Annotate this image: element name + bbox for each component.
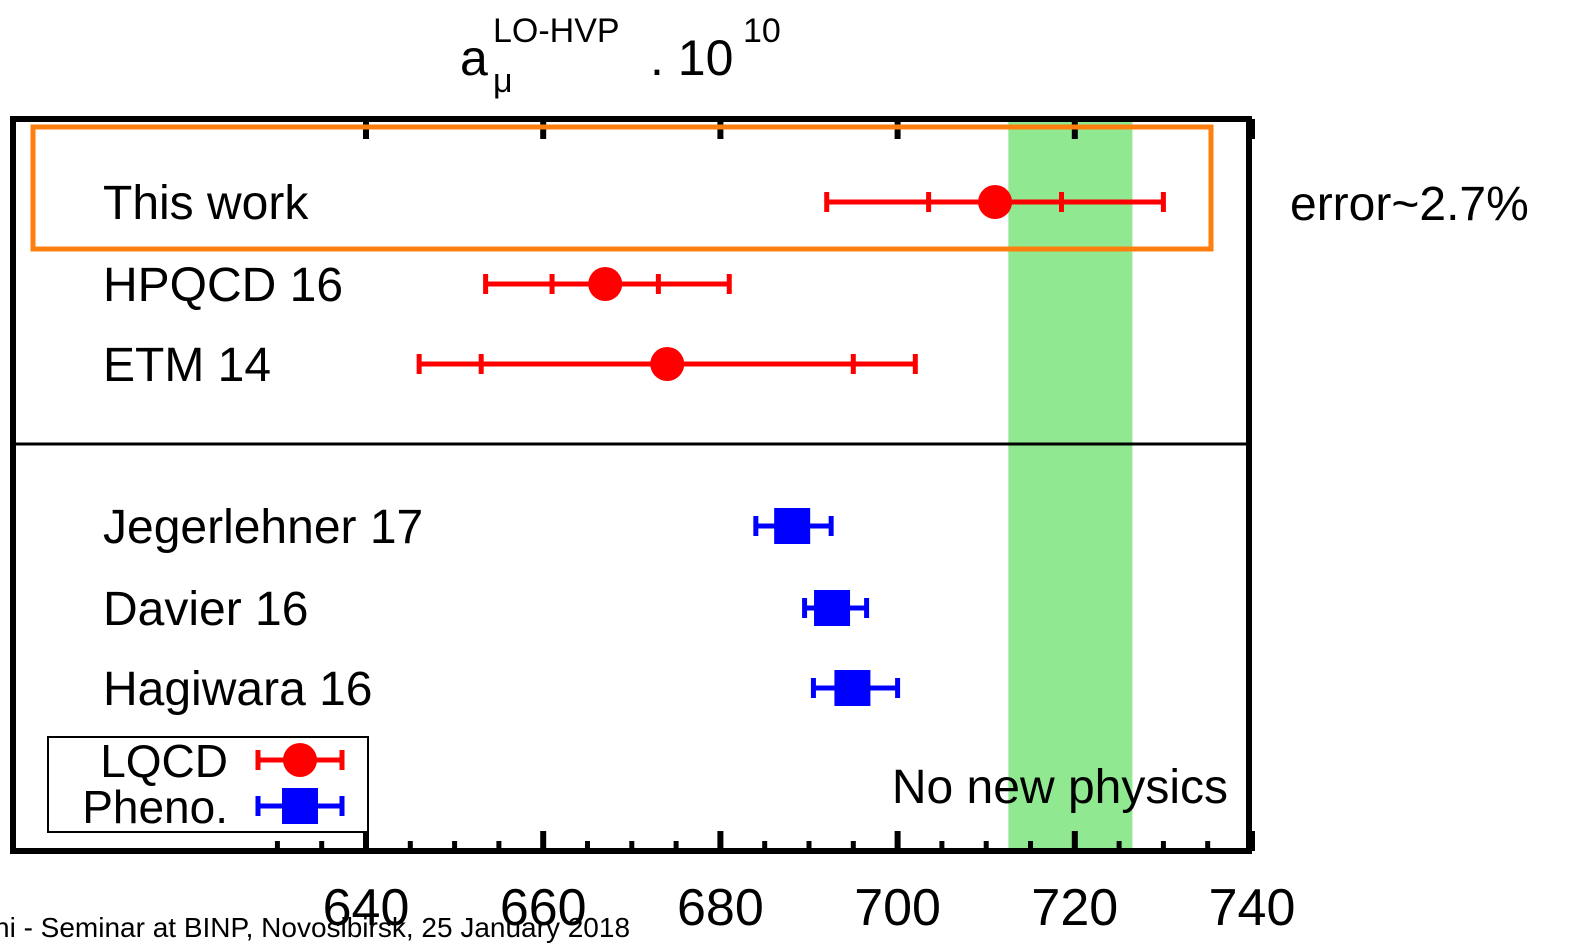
x-tick-label: 720: [1031, 879, 1118, 933]
row-label: ETM 14: [103, 339, 271, 392]
x-tick-label: 700: [854, 879, 941, 933]
x-tick-label: 640: [323, 879, 410, 933]
legend-label: LQCD: [100, 735, 228, 787]
band-label: No new physics: [892, 761, 1228, 814]
error-annotation: error~2.7%: [1290, 178, 1529, 231]
title-superscript: LO-HVP: [493, 12, 620, 50]
x-axis-ticks: 640 660 680 700 720 740: [274, 119, 1296, 933]
row-label: Hagiwara 16: [103, 663, 372, 716]
data-marks: [416, 185, 1166, 706]
legend-label: Pheno.: [82, 781, 228, 833]
row-label: Jegerlehner 17: [103, 501, 423, 554]
legend-marker-square: [282, 788, 318, 824]
no-new-physics-band: [1008, 119, 1133, 851]
title-subscript: μ: [493, 62, 513, 100]
title-base: a: [460, 30, 488, 86]
row-label: This work: [103, 177, 309, 230]
row-label: Davier 16: [103, 583, 308, 636]
data-point-circle: [978, 185, 1013, 219]
row-label: HPQCD 16: [103, 259, 343, 312]
x-tick-label: 680: [677, 879, 764, 933]
x-tick-label: 660: [500, 879, 587, 933]
x-tick-label: 740: [1209, 879, 1296, 933]
chart-title: a LO-HVP μ . 10 10: [460, 12, 781, 100]
plot-area: [10, 116, 1252, 854]
title-exponent: 10: [743, 12, 781, 50]
data-point-circle: [650, 347, 685, 381]
legend-marker-circle: [283, 743, 317, 777]
data-point-square: [814, 590, 851, 626]
data-point-circle: [588, 267, 623, 301]
title-suffix: . 10: [650, 30, 733, 86]
data-point-square: [774, 508, 811, 544]
data-point-square: [834, 670, 871, 706]
row-labels: This work HPQCD 16 ETM 14 Jegerlehner 17 Dav…: [103, 177, 423, 716]
footer-text: ni - Seminar at BINP, Novosibirsk, 25 Ja…: [0, 912, 631, 943]
highlight-box: [30, 124, 1214, 252]
